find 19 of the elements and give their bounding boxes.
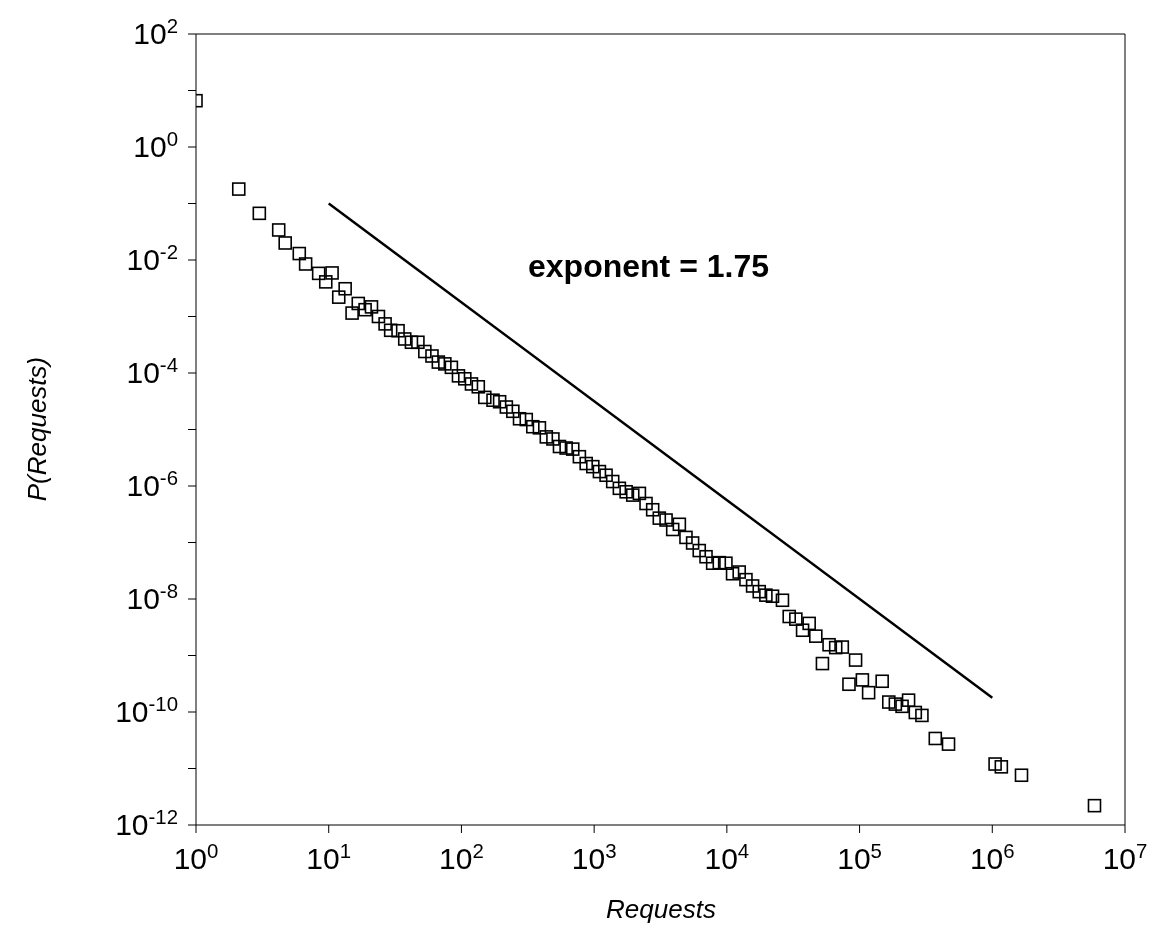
y-tick-label: 10$^{2}$ <box>133 15 178 50</box>
y-tick-label: 10$^{-12}$ <box>115 806 178 841</box>
y-tick-label: 10$^{-2}$ <box>126 241 178 276</box>
y-axis-title: P(Requests) <box>22 356 52 502</box>
x-tick-label: 10$^{2}$ <box>439 840 484 875</box>
x-tick-label: 10$^{0}$ <box>173 840 219 875</box>
y-tick-label: 10$^{-6}$ <box>126 467 178 502</box>
annotation: exponent = 1.75 <box>528 248 769 285</box>
y-tick-label: 10$^{0}$ <box>133 128 178 163</box>
x-tick-label: 10$^{3}$ <box>571 840 617 875</box>
x-tick-label: 10$^{5}$ <box>837 840 882 875</box>
x-tick-label: 10$^{6}$ <box>969 840 1015 875</box>
y-tick-label: 10$^{-8}$ <box>126 580 178 615</box>
x-tick-label: 10$^{4}$ <box>704 840 750 875</box>
y-tick-label: 10$^{-4}$ <box>126 354 178 389</box>
x-tick-label: 10$^{1}$ <box>306 840 352 875</box>
y-tick-label: 10$^{-10}$ <box>115 693 178 728</box>
x-tick-label: 10$^{7}$ <box>1102 840 1148 875</box>
x-axis-title: Requests <box>606 894 716 924</box>
